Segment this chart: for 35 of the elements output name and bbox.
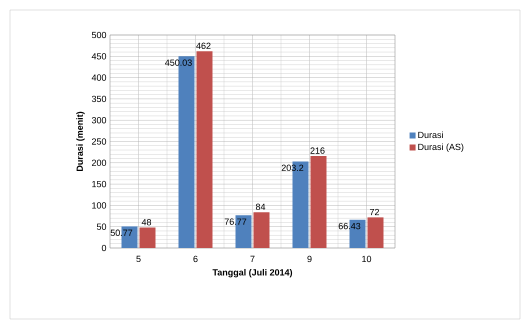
legend-label: Durasi (AS) xyxy=(418,143,464,152)
x-tick-label: 10 xyxy=(362,256,372,262)
bar xyxy=(196,51,212,248)
bar xyxy=(253,212,270,248)
x-tick-label: 7 xyxy=(250,256,255,262)
y-tick-label: 350 xyxy=(92,96,106,102)
y-tick-label: 300 xyxy=(92,117,106,124)
data-label: 66.43 xyxy=(338,222,360,230)
x-tick-label: 9 xyxy=(307,256,312,262)
bar xyxy=(310,156,326,248)
y-tick-label: 400 xyxy=(92,74,106,81)
y-tick-label: 250 xyxy=(92,138,106,145)
y-tick-label: 450 xyxy=(92,53,106,60)
y-tick-label: 150 xyxy=(92,180,106,188)
data-label: 216 xyxy=(310,147,325,154)
y-tick-label: 500 xyxy=(92,32,106,38)
x-tick-label: 6 xyxy=(193,256,198,262)
y-axis-title: Durasi (menit) xyxy=(76,112,85,172)
data-label: 450.03 xyxy=(164,59,192,66)
x-tick-label: 5 xyxy=(136,256,141,262)
y-tick-label: 100 xyxy=(92,202,106,209)
data-label: 203.2 xyxy=(282,164,304,171)
x-axis-title: Tanggal (Juli 2014) xyxy=(212,268,292,278)
data-label: 48 xyxy=(142,219,152,226)
data-label: 76.77 xyxy=(224,218,246,225)
bar xyxy=(139,228,156,248)
data-label: 72 xyxy=(370,208,380,216)
y-tick-label: 0 xyxy=(102,244,106,252)
bar xyxy=(367,217,384,248)
y-tick-label: 200 xyxy=(92,160,106,166)
y-tick-label: 50 xyxy=(96,224,106,230)
legend-label: Durasi xyxy=(418,132,443,138)
data-label: 50.77 xyxy=(110,230,132,236)
data-label: 84 xyxy=(256,204,266,210)
data-label: 462 xyxy=(196,42,211,49)
